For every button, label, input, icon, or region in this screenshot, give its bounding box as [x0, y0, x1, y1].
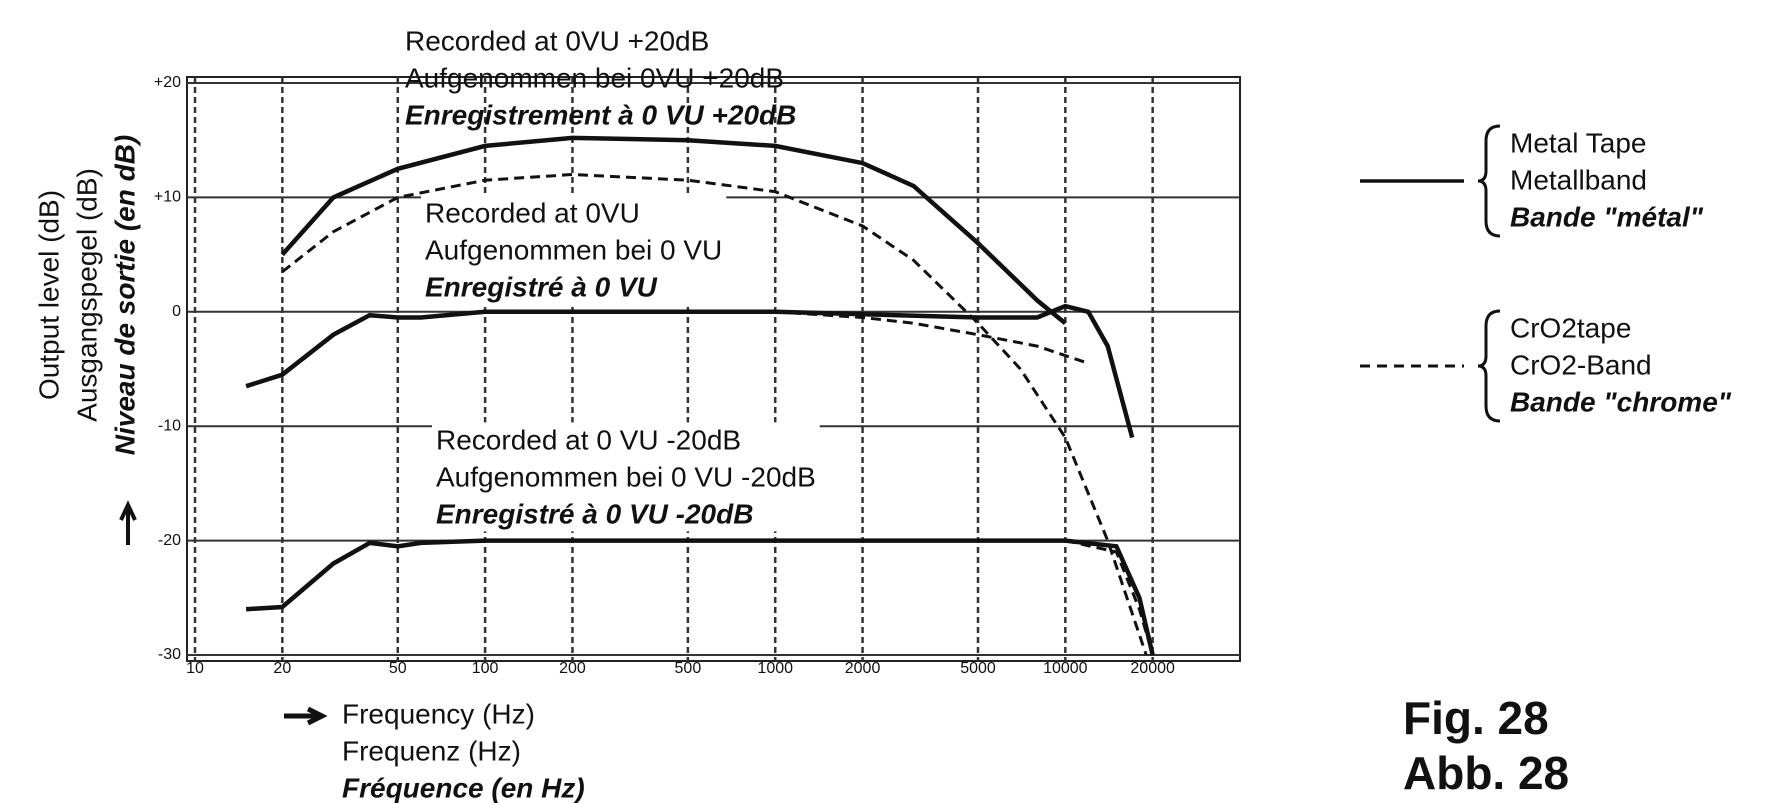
- legend-label: Bande "chrome": [1510, 386, 1732, 417]
- x-tick-label: 10000: [1043, 660, 1088, 677]
- legend-bracket: [1477, 124, 1501, 238]
- figure-label: Abb. 28: [1403, 747, 1569, 799]
- annotation-line: Aufgenommen bei 0VU +20dB: [405, 62, 784, 93]
- annotation-bg: [432, 422, 820, 532]
- x-tick-label: 2000: [845, 660, 881, 677]
- labels: +20 +10 0 -10 -20 -30 10 20 50 100 200 500 1000 2000 5…: [33, 25, 1731, 803]
- x-tick-label: 10: [186, 660, 204, 677]
- legend-label: Metallband: [1510, 164, 1647, 195]
- y-tick-label: -20: [158, 532, 181, 549]
- legend-bracket: [1477, 309, 1501, 423]
- x-tick-label: 100: [472, 660, 499, 677]
- x-axis-arrow: [284, 706, 328, 726]
- y-axis-label: Niveau de sortie (en dB): [109, 135, 140, 456]
- x-axis-label: Frequenz (Hz): [342, 735, 521, 766]
- curves: [245, 135, 1155, 656]
- legend-label: Bande "métal": [1510, 201, 1704, 232]
- annotation-line: Enregistrement à 0 VU +20dB: [405, 99, 796, 130]
- y-axis-arrow: [119, 500, 137, 545]
- x-tick-label: 200: [559, 660, 586, 677]
- legend-label: CrO2-Band: [1510, 349, 1652, 380]
- x-tick-label: 5000: [960, 660, 996, 677]
- x-tick-label: 50: [389, 660, 407, 677]
- x-tick-label: 1000: [757, 660, 793, 677]
- y-tick-label: +10: [154, 189, 181, 206]
- y-tick-label: 0: [172, 303, 181, 320]
- annotation: Recorded at 0VU Aufgenommen bei 0 VU Enreg…: [421, 195, 727, 305]
- annotation-line: Recorded at 0 VU -20dB: [436, 424, 741, 455]
- legend-label: Metal Tape: [1510, 127, 1646, 158]
- y-axis-label: Ausgangspegel (dB): [71, 168, 102, 422]
- annotation-line: Recorded at 0VU +20dB: [405, 25, 709, 56]
- x-tick-label: 20: [273, 660, 291, 677]
- annotation-bg: [421, 195, 727, 305]
- x-axis-label: Fréquence (en Hz): [342, 772, 585, 803]
- y-axis-label: Output level (dB): [33, 190, 64, 400]
- plot-frame: [186, 76, 1241, 662]
- x-tick-label: 20000: [1130, 660, 1175, 677]
- annotation-line: Aufgenommen bei 0 VU: [425, 234, 722, 265]
- x-tick-label: 500: [675, 660, 702, 677]
- curve: [245, 538, 1155, 656]
- curve: [281, 172, 1148, 656]
- curve: [775, 310, 1089, 365]
- figure-label: Fig. 28: [1403, 692, 1549, 744]
- annotation-line: Aufgenommen bei 0 VU -20dB: [436, 461, 816, 492]
- y-tick-label: +20: [154, 74, 181, 91]
- annotation: Recorded at 0 VU -20dB Aufgenommen bei 0 …: [432, 422, 820, 532]
- annotation-line: Enregistré à 0 VU -20dB: [436, 498, 753, 529]
- x-axis-label: Frequency (Hz): [342, 698, 535, 729]
- annotation-line: Recorded at 0VU: [425, 197, 640, 228]
- legend-label: CrO2tape: [1510, 312, 1631, 343]
- curve: [280, 135, 1067, 325]
- annotation-line: Enregistré à 0 VU: [425, 271, 658, 302]
- curve: [245, 303, 1135, 439]
- y-tick-label: -30: [158, 646, 181, 663]
- annotation: Recorded at 0VU +20dB Aufgenommen bei 0VU…: [405, 25, 796, 130]
- curve: [1064, 539, 1155, 656]
- y-tick-label: -10: [158, 417, 181, 434]
- grid: [186, 76, 1241, 662]
